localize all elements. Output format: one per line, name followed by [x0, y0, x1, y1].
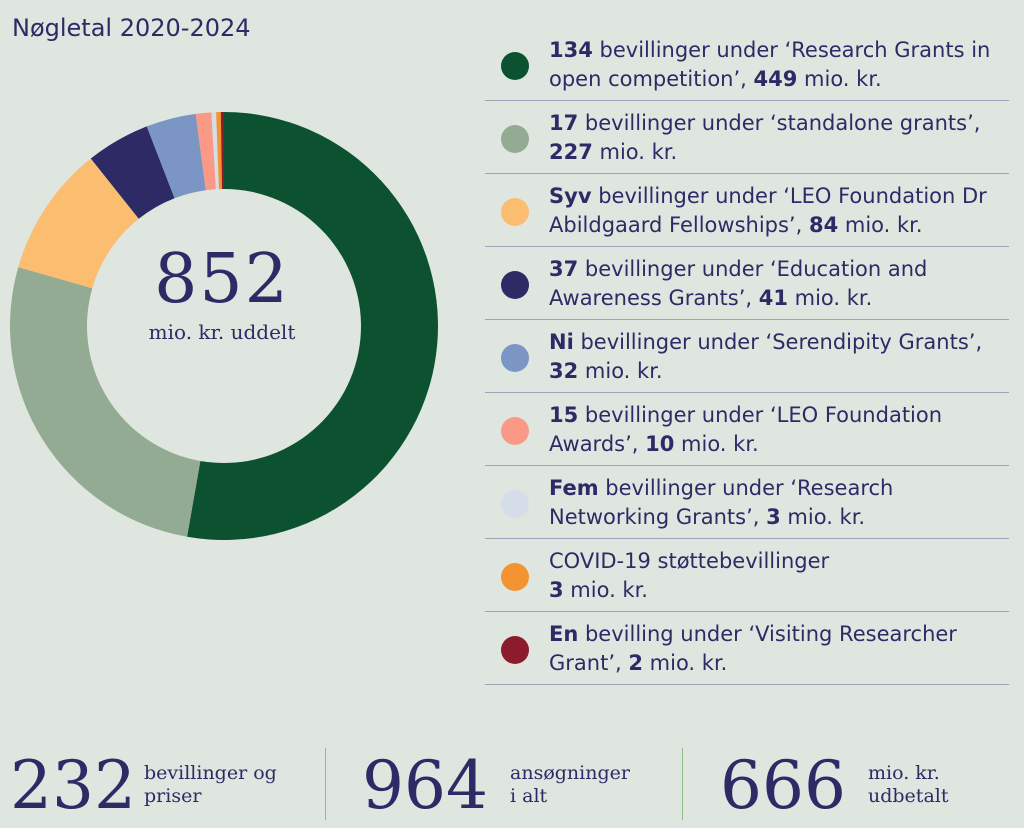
donut-slice-1	[10, 267, 201, 537]
total-label: mio. kr. uddelt	[148, 320, 296, 344]
legend-item: 134 bevillinger under ‘Research Grants i…	[485, 28, 1009, 101]
stat-paid: 666 mio. kr. udbetalt	[720, 740, 1020, 828]
stat-label: mio. kr. udbetalt	[868, 762, 949, 807]
legend-dot	[501, 563, 529, 591]
total-value: 852	[154, 240, 290, 319]
legend-dot	[501, 52, 529, 80]
legend-dot	[501, 417, 529, 445]
legend-dot	[501, 490, 529, 518]
stat-label: ansøgninger i alt	[510, 762, 630, 807]
donut-slice-0	[187, 112, 439, 540]
legend-dot	[501, 636, 529, 664]
legend-dot	[501, 271, 529, 299]
legend-item: COVID-19 støttebevillinger 3 mio. kr.	[485, 539, 1009, 612]
legend-text: COVID-19 støttebevillinger 3 mio. kr.	[549, 549, 830, 602]
donut-slice-8	[220, 112, 224, 190]
legend-item: 15 bevillinger under ‘LEO Foundation Awa…	[485, 393, 1009, 466]
stat-label: bevillinger og priser	[144, 762, 277, 807]
donut-slice-6	[211, 112, 219, 190]
legend-text: 17 bevillinger under ‘standalone grants’…	[549, 111, 981, 164]
donut-slice-3	[90, 126, 175, 219]
legend-text: En bevilling under ‘Visiting Researcher …	[549, 622, 957, 675]
donut-slice-7	[216, 112, 222, 190]
stats-bar: 232 bevillinger og priser 964 ansøgninger…	[0, 740, 1024, 828]
legend-item: 17 bevillinger under ‘standalone grants’…	[485, 101, 1009, 174]
stat-value: 232	[10, 747, 136, 824]
donut-slice-2	[18, 158, 139, 289]
legend-item: Syv bevillinger under ‘LEO Foundation Dr…	[485, 174, 1009, 247]
stat-grants: 232 bevillinger og priser	[10, 740, 310, 828]
legend-item: En bevilling under ‘Visiting Researcher …	[485, 612, 1009, 685]
legend-text: 37 bevillinger under ‘Education and Awar…	[549, 257, 928, 310]
legend-text: Ni bevillinger under ‘Serendipity Grants…	[549, 330, 983, 383]
legend-dot	[501, 125, 529, 153]
legend: 134 bevillinger under ‘Research Grants i…	[485, 28, 1009, 685]
legend-item: 37 bevillinger under ‘Education and Awar…	[485, 247, 1009, 320]
page-title: Nøgletal 2020-2024	[12, 14, 251, 42]
legend-item: Ni bevillinger under ‘Serendipity Grants…	[485, 320, 1009, 393]
legend-text: Syv bevillinger under ‘LEO Foundation Dr…	[549, 184, 987, 237]
stat-value: 964	[362, 747, 488, 824]
legend-dot	[501, 344, 529, 372]
stat-applications: 964 ansøgninger i alt	[362, 740, 662, 828]
legend-dot	[501, 198, 529, 226]
legend-text: 134 bevillinger under ‘Research Grants i…	[549, 38, 991, 91]
stat-value: 666	[720, 747, 846, 824]
donut-slice-5	[195, 112, 216, 191]
divider	[682, 748, 683, 820]
legend-text: 15 bevillinger under ‘LEO Foundation Awa…	[549, 403, 943, 456]
divider	[325, 748, 326, 820]
legend-text: Fem bevillinger under ‘Research Networki…	[549, 476, 894, 529]
donut-slice-4	[146, 113, 206, 199]
donut-chart	[10, 112, 439, 540]
donut-center: 852 mio. kr. uddelt	[86, 240, 358, 344]
legend-item: Fem bevillinger under ‘Research Networki…	[485, 466, 1009, 539]
